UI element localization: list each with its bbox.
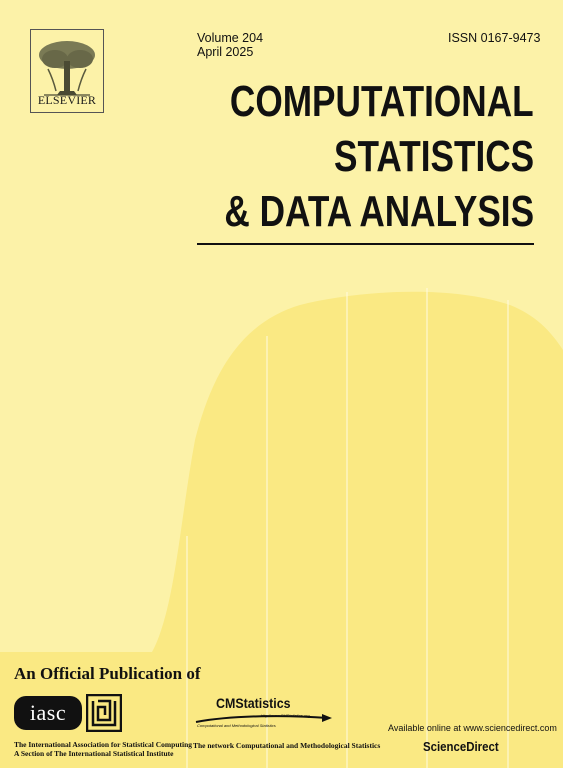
- iasc-logo: iasc: [14, 696, 82, 730]
- elsevier-logo: ELSEVIER: [30, 29, 104, 113]
- cmstatistics-swoosh-icon: [195, 714, 332, 723]
- cmstatistics-logo: CMStatistics: [216, 696, 291, 711]
- vertical-rule-lines: [186, 288, 509, 768]
- elsevier-tree-icon: [30, 29, 104, 113]
- isi-section-line: A Section of The International Statistic…: [14, 749, 174, 758]
- title-underline: [197, 243, 534, 245]
- journal-title-line-1: COMPUTATIONAL: [230, 77, 534, 126]
- cmstatistics-network-name: The network Computational and Methodolog…: [193, 741, 381, 750]
- iasc-full-name: The International Association for Statis…: [14, 740, 192, 749]
- sciencedirect-logo: ScienceDirect: [423, 739, 499, 754]
- cmstatistics-tagline: Computational and Methodological Statist…: [197, 723, 276, 728]
- issue-date: April 2025: [197, 45, 254, 59]
- issn-number: ISSN 0167-9473: [448, 31, 541, 45]
- journal-title-line-2: STATISTICS: [333, 132, 534, 181]
- density-curve-shape: [0, 291, 563, 768]
- volume-number: Volume 204: [197, 31, 264, 45]
- isi-logo-icon: [86, 694, 122, 732]
- journal-title-line-3: & DATA ANALYSIS: [224, 187, 534, 236]
- available-online-text: Available online at www.sciencedirect.co…: [388, 723, 557, 733]
- elsevier-wordmark: ELSEVIER: [37, 93, 97, 107]
- official-publication-heading: An Official Publication of: [14, 664, 201, 683]
